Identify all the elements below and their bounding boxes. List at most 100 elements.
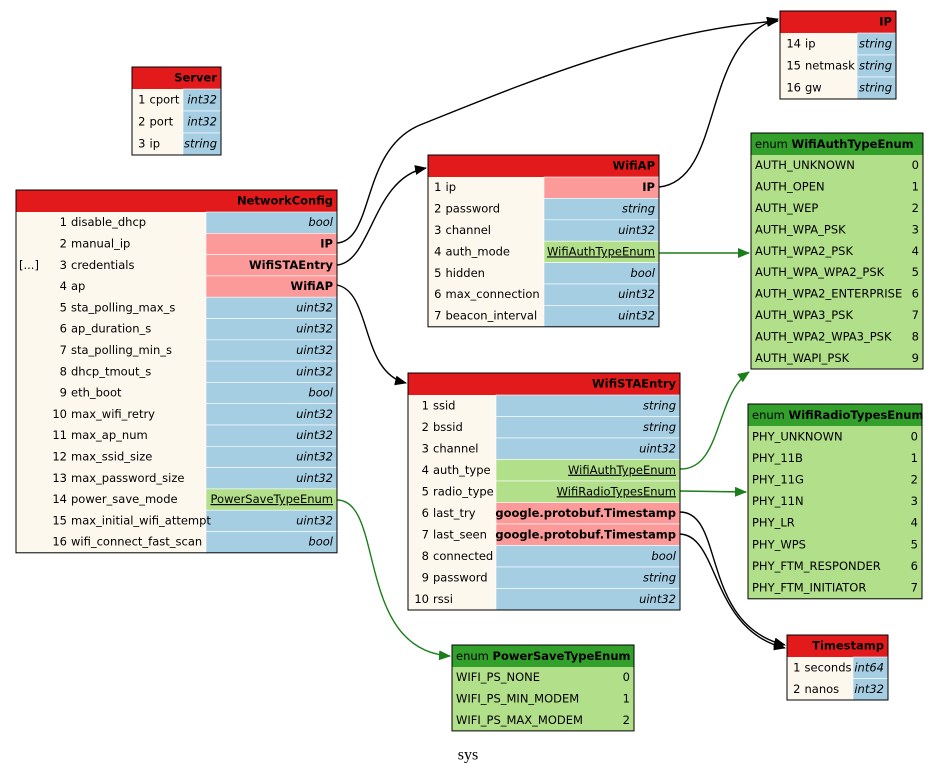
field-type: uint32 bbox=[296, 449, 333, 463]
node-title: Server bbox=[174, 71, 217, 85]
field-name-cell bbox=[408, 395, 496, 417]
field-name: last_seen bbox=[433, 527, 487, 541]
edge bbox=[336, 16, 779, 244]
node-border bbox=[131, 66, 222, 156]
enum-title: PowerSaveTypeEnum bbox=[493, 649, 631, 663]
field-name-cell bbox=[132, 133, 183, 155]
message-node: IP 14 ip string 15 netmask string 16 gw string bbox=[779, 10, 897, 100]
field-number: 2 bbox=[422, 420, 429, 434]
field-name: max_wifi_retry bbox=[71, 407, 155, 421]
field-name: max_ap_num bbox=[71, 428, 148, 442]
enum-entry-name: AUTH_OPEN bbox=[755, 180, 825, 194]
enum-body bbox=[452, 667, 634, 731]
field-number: 7 bbox=[434, 309, 441, 323]
field-name-cell bbox=[408, 438, 496, 460]
message-node: Server 1 cport int32 2 port int32 3 ip string bbox=[131, 66, 222, 156]
node-border bbox=[786, 634, 889, 701]
node-border bbox=[747, 403, 923, 600]
field-type: uint32 bbox=[296, 364, 333, 378]
field-name: connected bbox=[433, 549, 493, 563]
field-number: 12 bbox=[52, 449, 67, 463]
field-number: 1 bbox=[434, 180, 441, 194]
field-number: 5 bbox=[422, 484, 429, 498]
field-name: wifi_connect_fast_scan bbox=[71, 535, 202, 549]
field-name-cell bbox=[16, 254, 206, 276]
field-number: 8 bbox=[422, 549, 429, 563]
field-number: 2 bbox=[60, 236, 67, 250]
field-number: 2 bbox=[138, 115, 145, 129]
enum-entry-value: 6 bbox=[911, 559, 918, 573]
enum-entry-value: 7 bbox=[911, 581, 918, 595]
edge bbox=[336, 165, 427, 266]
field-type: int32 bbox=[854, 682, 884, 696]
field-number: 8 bbox=[60, 364, 67, 378]
field-number: 15 bbox=[786, 59, 801, 73]
field-number: 3 bbox=[422, 441, 429, 455]
field-type: WifiSTAEntry bbox=[249, 258, 333, 272]
field-type: WifiAuthTypeEnum bbox=[547, 244, 655, 258]
field-name-cell bbox=[16, 275, 206, 298]
enum-entry-value: 9 bbox=[912, 351, 919, 365]
field-type: string bbox=[643, 420, 676, 434]
field-type: WifiAuthTypeEnum bbox=[568, 463, 676, 477]
field-name-cell bbox=[428, 198, 544, 220]
field-type: string bbox=[184, 137, 217, 151]
field-number: 4 bbox=[434, 244, 441, 258]
field-name: channel bbox=[433, 441, 479, 455]
field-name-cell bbox=[408, 524, 496, 546]
field-name-cell bbox=[428, 262, 544, 284]
enum-entry-name: WIFI_PS_NONE bbox=[456, 670, 540, 684]
field-type: uint32 bbox=[296, 407, 333, 421]
enum-entry-value: 1 bbox=[623, 691, 630, 705]
field-name: max_password_size bbox=[71, 471, 184, 485]
field-type: bool bbox=[308, 535, 333, 549]
field-type: IP bbox=[642, 180, 655, 194]
node-border bbox=[451, 644, 635, 732]
message-node: Timestamp 1 seconds int64 2 nanos int32 bbox=[786, 634, 889, 701]
field-type: bool bbox=[651, 549, 676, 563]
field-name-cell bbox=[787, 657, 853, 679]
graph-label: sys bbox=[458, 747, 478, 764]
edge bbox=[679, 486, 747, 497]
edge bbox=[679, 371, 750, 470]
enum-entry-value: 4 bbox=[912, 244, 919, 258]
field-name-cell bbox=[16, 318, 206, 340]
field-type: uint32 bbox=[296, 343, 333, 357]
field-number: 11 bbox=[52, 428, 67, 442]
field-type: bool bbox=[308, 215, 333, 229]
enum-keyword: enum bbox=[752, 408, 785, 422]
enum-header: enum WifiRadioTypesEnum bbox=[752, 408, 923, 422]
enum-entry-value: 1 bbox=[911, 451, 918, 465]
field-name: rssi bbox=[433, 592, 453, 606]
field-type: string bbox=[859, 37, 892, 51]
field-type: WifiRadioTypesEnum bbox=[557, 484, 676, 498]
field-type: uint32 bbox=[296, 300, 333, 314]
field-type: uint32 bbox=[639, 592, 676, 606]
field-prefix: [...] bbox=[19, 258, 39, 272]
enum-entry-value: 3 bbox=[912, 222, 919, 236]
field-name-cell bbox=[16, 361, 206, 383]
enum-entry-name: AUTH_WPA_PSK bbox=[755, 222, 846, 236]
enum-entry-name: AUTH_WPA3_PSK bbox=[755, 308, 853, 322]
field-name: channel bbox=[446, 223, 492, 237]
field-type: string bbox=[859, 59, 892, 73]
field-number: 16 bbox=[786, 81, 801, 95]
field-name-cell bbox=[428, 284, 544, 306]
node-title: NetworkConfig bbox=[237, 194, 333, 208]
enum-title: WifiAuthTypeEnum bbox=[792, 137, 914, 151]
field-type: string bbox=[622, 202, 655, 216]
field-number: 6 bbox=[434, 287, 441, 301]
field-name-cell bbox=[16, 339, 206, 362]
node-header bbox=[787, 635, 888, 657]
node-border bbox=[750, 132, 924, 370]
node-header bbox=[16, 190, 337, 212]
enum-entry-name: PHY_11G bbox=[752, 473, 804, 487]
field-name-cell bbox=[780, 33, 857, 55]
node-border bbox=[779, 10, 897, 100]
edge bbox=[336, 499, 451, 661]
node-header bbox=[780, 11, 896, 33]
enum-entry-name: PHY_FTM_RESPONDER bbox=[752, 559, 881, 573]
field-type: bool bbox=[308, 386, 333, 400]
field-name-cell bbox=[408, 481, 496, 503]
enum-entry-name: PHY_11N bbox=[752, 494, 804, 508]
